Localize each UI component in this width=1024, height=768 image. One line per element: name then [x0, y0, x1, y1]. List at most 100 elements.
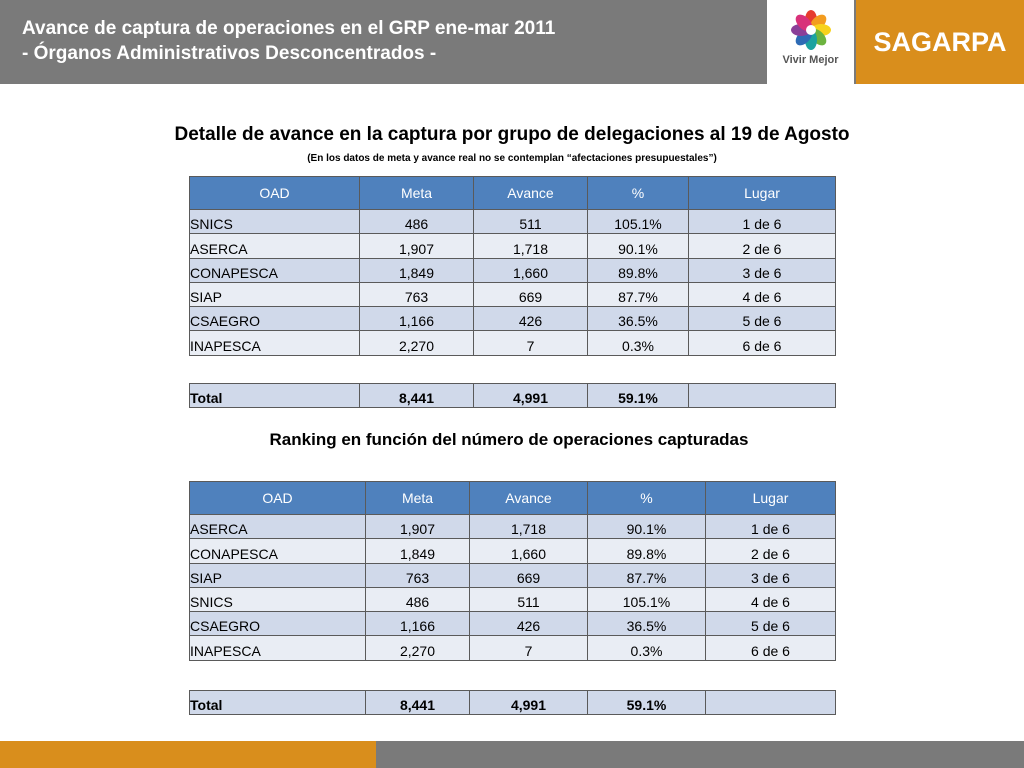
column-header-meta: Meta [359, 176, 474, 210]
total-lugar [705, 689, 836, 716]
column-header-percent: % [587, 481, 706, 515]
cell-oad: CSAEGRO [189, 306, 360, 332]
column-header-oad: OAD [189, 176, 360, 210]
cell-percent: 90.1% [587, 513, 706, 540]
table-row: CSAEGRO 1,166 426 36.5% 5 de 6 [189, 611, 836, 637]
cell-lugar: 2 de 6 [688, 233, 836, 259]
column-header-percent: % [587, 176, 689, 210]
cell-lugar: 5 de 6 [688, 306, 836, 332]
cell-oad: ASERCA [189, 513, 366, 540]
table-row: INAPESCA 2,270 7 0.3% 6 de 6 [189, 635, 836, 661]
column-header-lugar: Lugar [688, 176, 836, 210]
cell-percent: 90.1% [587, 233, 689, 259]
cell-avance: 1,660 [473, 257, 588, 283]
cell-lugar: 4 de 6 [705, 586, 836, 613]
cell-percent: 0.3% [587, 635, 706, 661]
footer-gray-bar [376, 741, 1024, 768]
cell-avance: 1,718 [473, 233, 588, 259]
cell-avance: 1,660 [469, 538, 588, 564]
table-row: ASERCA 1,907 1,718 90.1% 1 de 6 [189, 513, 836, 540]
section2-title: Ranking en función del número de operaci… [269, 430, 749, 449]
cell-percent: 87.7% [587, 281, 689, 308]
cell-percent: 89.8% [587, 538, 706, 564]
cell-percent: 87.7% [587, 562, 706, 588]
cell-oad: CSAEGRO [189, 611, 366, 637]
total-meta: 8,441 [365, 689, 470, 716]
column-header-oad: OAD [189, 481, 366, 515]
cell-percent: 36.5% [587, 306, 689, 332]
footer-orange-bar [0, 741, 376, 768]
column-header-avance: Avance [473, 176, 588, 210]
cell-avance: 7 [469, 635, 588, 661]
cell-meta: 486 [365, 586, 470, 613]
ranking-total-table: Total 8,441 4,991 59.1% [189, 689, 836, 716]
slide-title: Avance de captura de operaciones en el G… [22, 16, 555, 66]
cell-meta: 763 [359, 281, 474, 308]
total-percent: 59.1% [587, 689, 706, 716]
cell-meta: 1,849 [359, 257, 474, 283]
vivir-mejor-logo: Vivir Mejor [767, 0, 854, 84]
slide-title-line2: - Órganos Administrativos Desconcentrado… [22, 43, 437, 64]
sagarpa-logo-text: SAGARPA [873, 27, 1007, 57]
total-lugar [688, 382, 836, 409]
ranking-table: OAD Meta Avance % Lugar ASERCA 1,907 1,7… [189, 481, 836, 661]
cell-oad: SIAP [189, 281, 360, 308]
cell-lugar: 2 de 6 [705, 538, 836, 564]
total-percent: 59.1% [587, 382, 689, 409]
slide-title-line1: Avance de captura de operaciones en el G… [22, 18, 556, 39]
vivir-mejor-text: Vivir Mejor [782, 54, 839, 66]
cell-oad: INAPESCA [189, 635, 366, 661]
cell-lugar: 1 de 6 [688, 208, 836, 235]
cell-oad: CONAPESCA [189, 538, 366, 564]
total-row: Total 8,441 4,991 59.1% [189, 382, 836, 409]
sagarpa-logo: SAGARPA [856, 0, 1024, 84]
cell-lugar: 6 de 6 [688, 330, 836, 356]
cell-oad: SIAP [189, 562, 366, 588]
total-meta: 8,441 [359, 382, 474, 409]
cell-avance: 511 [473, 208, 588, 235]
table-row: SIAP 763 669 87.7% 4 de 6 [189, 281, 836, 308]
cell-percent: 36.5% [587, 611, 706, 637]
table-row: SNICS 486 511 105.1% 1 de 6 [189, 208, 836, 235]
cell-lugar: 3 de 6 [688, 257, 836, 283]
cell-meta: 763 [365, 562, 470, 588]
cell-lugar: 1 de 6 [705, 513, 836, 540]
total-label: Total [189, 382, 360, 409]
cell-avance: 426 [469, 611, 588, 637]
cell-oad: CONAPESCA [189, 257, 360, 283]
cell-meta: 1,166 [365, 611, 470, 637]
section1-title: Detalle de avance en la captura por grup… [174, 124, 850, 145]
section1-subtitle: (En los datos de meta y avance real no s… [307, 153, 717, 164]
cell-percent: 105.1% [587, 586, 706, 613]
cell-avance: 1,718 [469, 513, 588, 540]
cell-lugar: 3 de 6 [705, 562, 836, 588]
table-row: CONAPESCA 1,849 1,660 89.8% 2 de 6 [189, 538, 836, 564]
cell-percent: 0.3% [587, 330, 689, 356]
cell-avance: 511 [469, 586, 588, 613]
total-label: Total [189, 689, 366, 716]
total-row: Total 8,441 4,991 59.1% [189, 689, 836, 716]
table-row: CONAPESCA 1,849 1,660 89.8% 3 de 6 [189, 257, 836, 283]
header-bar: Avance de captura de operaciones en el G… [0, 0, 1024, 84]
cell-percent: 105.1% [587, 208, 689, 235]
total-avance: 4,991 [469, 689, 588, 716]
cell-percent: 89.8% [587, 257, 689, 283]
cell-lugar: 6 de 6 [705, 635, 836, 661]
detail-total-table: Total 8,441 4,991 59.1% [189, 382, 836, 409]
cell-avance: 7 [473, 330, 588, 356]
table-row: CSAEGRO 1,166 426 36.5% 5 de 6 [189, 306, 836, 332]
detail-table-header: OAD Meta Avance % Lugar [189, 176, 836, 210]
table-row: INAPESCA 2,270 7 0.3% 6 de 6 [189, 330, 836, 356]
cell-avance: 669 [473, 281, 588, 308]
cell-lugar: 4 de 6 [688, 281, 836, 308]
cell-meta: 2,270 [359, 330, 474, 356]
total-avance: 4,991 [473, 382, 588, 409]
table-row: SIAP 763 669 87.7% 3 de 6 [189, 562, 836, 588]
cell-oad: INAPESCA [189, 330, 360, 356]
ranking-table-header: OAD Meta Avance % Lugar [189, 481, 836, 515]
cell-lugar: 5 de 6 [705, 611, 836, 637]
cell-oad: SNICS [189, 586, 366, 613]
flower-logo-icon [791, 10, 831, 50]
column-header-avance: Avance [469, 481, 588, 515]
cell-oad: SNICS [189, 208, 360, 235]
